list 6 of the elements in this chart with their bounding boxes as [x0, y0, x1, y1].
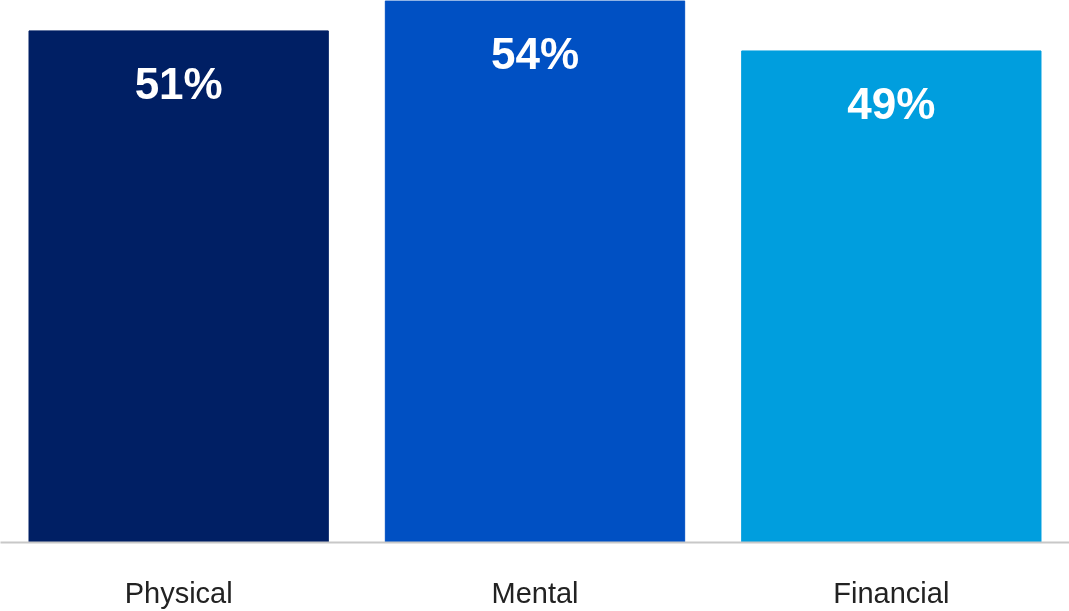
- data-label: 49%: [847, 78, 936, 128]
- data-label: 54%: [490, 28, 580, 78]
- x-tick-label: Physical: [124, 576, 233, 609]
- x-tick-label: Mental: [491, 576, 579, 609]
- x-tick-label: Financial: [833, 576, 950, 609]
- data-label: 51%: [134, 58, 223, 108]
